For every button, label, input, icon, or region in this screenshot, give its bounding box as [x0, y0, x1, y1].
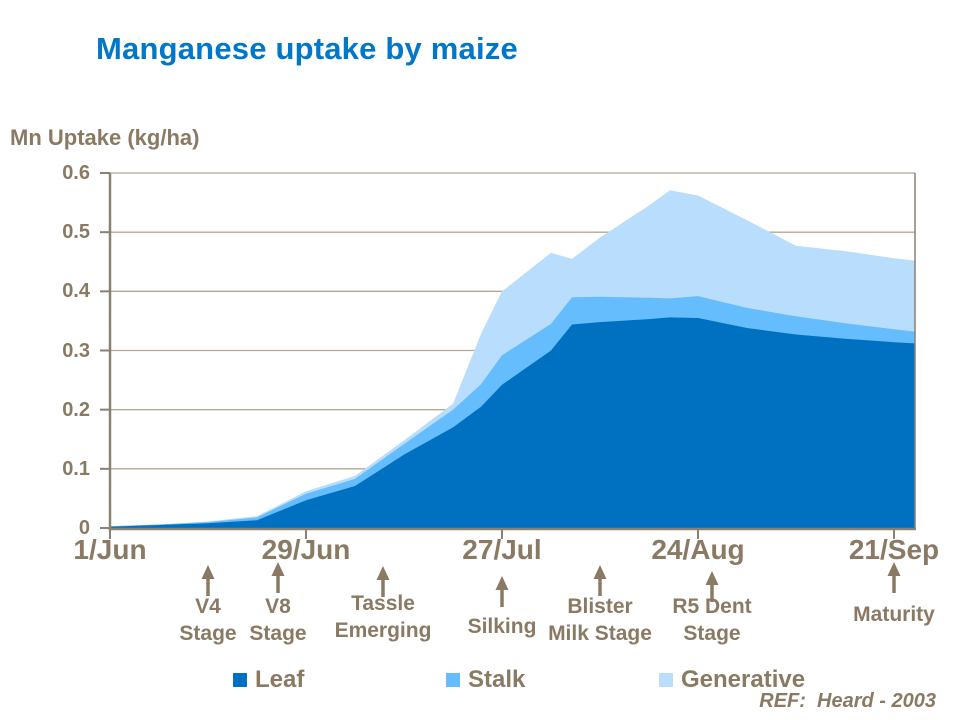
stage-arrow-head	[271, 562, 285, 576]
stage-arrow-head	[887, 562, 901, 576]
area-leaf	[110, 317, 915, 528]
y-tick-label: 0.6	[62, 162, 90, 184]
x-tick-label: 24/Aug	[651, 534, 745, 565]
x-tick-label: 27/Jul	[462, 534, 542, 565]
x-tick-label: 1/Jun	[73, 534, 147, 565]
stage-label-v4-stage: V4 Stage	[179, 595, 237, 645]
x-tick-label: 29/Jun	[261, 534, 351, 565]
legend-swatch-icon	[659, 673, 673, 687]
legend-item-generative: Generative	[659, 666, 806, 693]
legend-item-stalk: Stalk	[446, 666, 526, 693]
y-axis-title: Mn Uptake (kg/ha)	[10, 125, 200, 150]
x-tick-label: 21/Sep	[848, 534, 940, 565]
y-tick-label: 0.1	[62, 457, 90, 480]
stage-label-maturity: Maturity	[853, 603, 935, 626]
y-tick-label: 0	[78, 517, 90, 539]
stage-label-v8-stage: V8 Stage	[249, 595, 307, 645]
stage-arrows	[201, 562, 901, 607]
y-tick-label: 0.4	[62, 280, 90, 303]
legend-swatch-icon	[233, 673, 247, 687]
y-tick-label: 0.2	[62, 398, 90, 421]
legend-item-leaf: Leaf	[233, 666, 305, 693]
stage-arrow-head	[376, 566, 390, 580]
axes-and-ticks	[100, 172, 916, 539]
legend-swatch-icon	[446, 673, 460, 687]
reference-note: REF: Heard - 2003	[759, 690, 936, 712]
stage-label-blister-milk-stage: Blister Milk Stage	[548, 595, 652, 645]
y-tick-label: 0.3	[62, 339, 90, 362]
y-tick-label: 0.5	[62, 221, 90, 244]
legend-label: Leaf	[255, 666, 305, 693]
area-series	[110, 190, 915, 528]
stage-label-r5-dent-stage: R5 Dent Stage	[672, 595, 752, 645]
chart-title: Manganese uptake by maize	[96, 31, 518, 66]
legend-label: Stalk	[468, 666, 526, 693]
stage-arrow-head	[593, 565, 607, 579]
stage-arrow-head	[495, 576, 509, 590]
stage-label-silking: Silking	[467, 615, 537, 638]
stage-arrow-head	[705, 571, 719, 585]
legend-label: Generative	[681, 666, 806, 693]
stage-arrow-head	[201, 565, 215, 579]
stage-label-tassle-emerging: Tassle Emerging	[334, 592, 432, 642]
